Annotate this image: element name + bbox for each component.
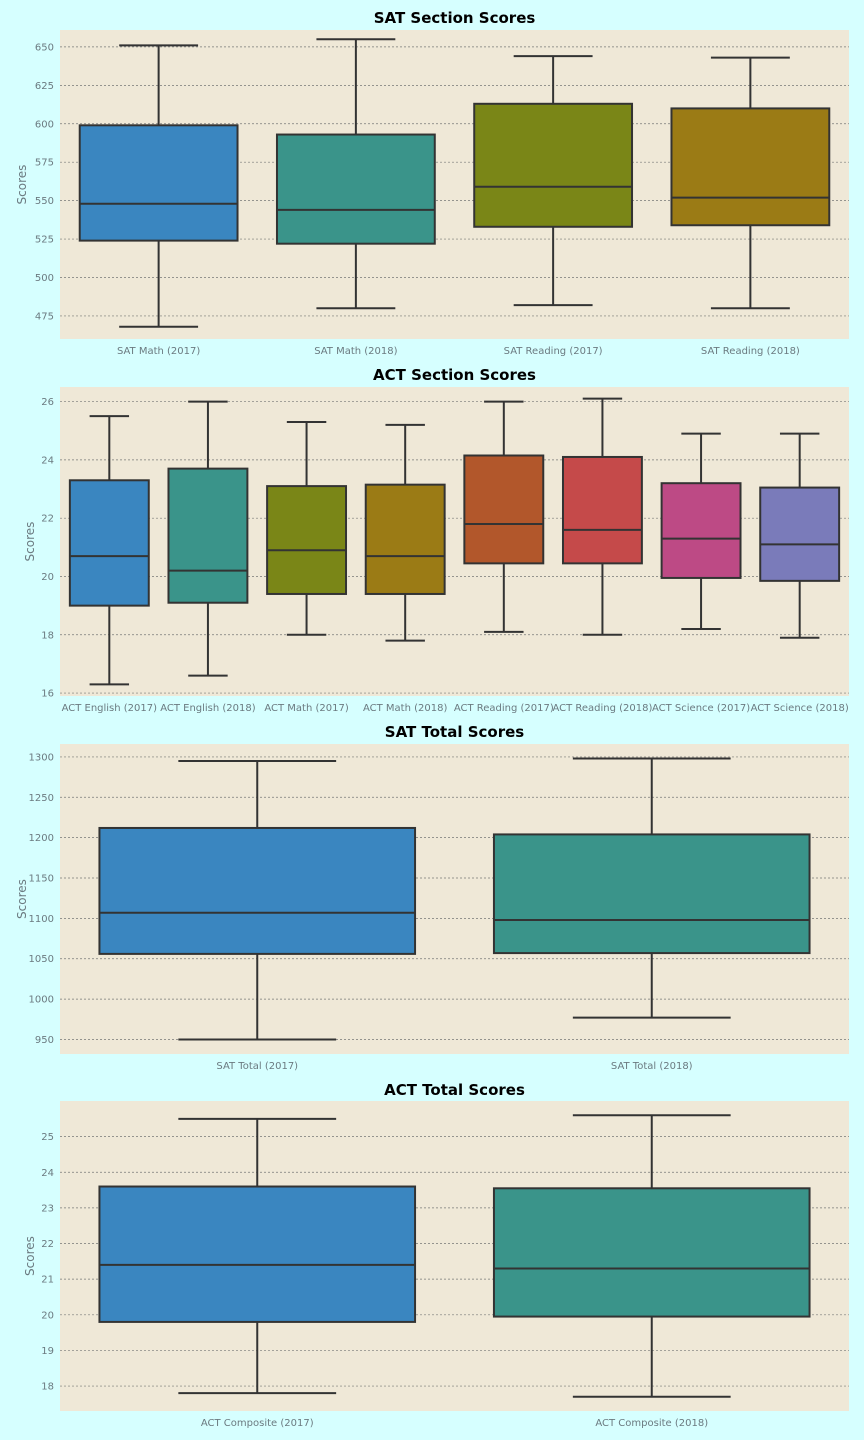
y-tick-label: 500 [35,273,54,284]
iqr-box [473,102,634,228]
box-series-6: ACT Reading (2018) [552,397,653,714]
x-tick-label: ACT Science (2017) [652,703,750,714]
chart-title: SAT Total Scores [385,723,524,741]
iqr-box [78,124,239,242]
y-tick-label: 21 [41,1275,54,1286]
iqr-box [561,455,643,565]
y-tick-label: 600 [35,119,54,130]
x-tick-label: ACT Reading (2018) [552,703,652,714]
y-tick-label: 24 [41,1168,54,1179]
iqr-box [167,467,249,604]
box-series-2: ACT Composite (2018) [492,1114,811,1429]
x-tick-label: SAT Math (2018) [314,346,397,357]
x-tick-label: SAT Math (2017) [117,346,200,357]
iqr-box [759,486,841,582]
y-tick-label: 19 [41,1346,54,1357]
iqr-box [275,133,436,245]
box-series-4: ACT Math (2018) [363,423,447,714]
chart-title: ACT Total Scores [384,1081,525,1099]
box-series-1: SAT Math (2017) [78,44,239,357]
x-tick-label: ACT Composite (2018) [595,1418,708,1429]
y-tick-label: 20 [41,1310,54,1321]
y-tick-label: 18 [41,630,54,641]
y-tick-label: 26 [41,397,54,408]
x-tick-label: ACT Reading (2017) [454,703,554,714]
x-tick-label: ACT English (2017) [62,703,158,714]
y-tick-label: 1300 [29,752,54,763]
box-series-8: ACT Science (2018) [751,432,849,714]
x-tick-label: SAT Reading (2018) [701,346,800,357]
y-axis-label: Scores [15,165,29,205]
y-tick-label: 24 [41,455,54,466]
y-tick-label: 525 [35,235,54,246]
x-tick-label: SAT Total (2018) [611,1061,693,1072]
y-tick-label: 1250 [29,793,54,804]
y-axis-label: Scores [15,879,29,919]
chart-panel-4: ACT Total Scores Scores 18 19 20 21 22 23 24 25 AC… [23,1081,849,1429]
chart-title: ACT Section Scores [373,366,536,384]
iqr-box [364,483,446,595]
box-series-2: ACT English (2018) [160,400,256,714]
y-tick-label: 950 [35,1035,54,1046]
y-tick-label: 650 [35,42,54,53]
box-series-3: SAT Reading (2017) [473,55,634,357]
box-series-2: SAT Total (2018) [492,757,811,1072]
iqr-box [660,482,742,579]
iqr-box [98,826,417,955]
y-tick-label: 1150 [29,874,54,885]
y-tick-label: 16 [41,689,54,700]
y-tick-label: 25 [41,1132,54,1143]
box-series-1: SAT Total (2017) [98,759,417,1072]
y-tick-label: 1000 [29,995,54,1006]
y-axis-label: Scores [23,1236,37,1276]
x-tick-label: SAT Reading (2017) [504,346,603,357]
y-tick-label: 550 [35,196,54,207]
y-tick-label: 475 [35,311,54,322]
chart-title: SAT Section Scores [374,9,536,27]
iqr-box [68,479,150,607]
box-series-2: SAT Math (2018) [275,38,436,357]
chart-panel-3: SAT Total Scores Scores 950 1000 1050 1100 115… [15,723,849,1072]
y-axis-label: Scores [23,522,37,562]
x-tick-label: ACT Science (2018) [751,703,849,714]
x-tick-label: ACT Composite (2017) [201,1418,314,1429]
iqr-box [670,107,831,227]
y-tick-label: 18 [41,1382,54,1393]
box-series-1: ACT English (2017) [62,415,158,714]
y-tick-label: 20 [41,572,54,583]
box-series-1: ACT Composite (2017) [98,1117,417,1429]
x-tick-label: SAT Total (2017) [216,1061,298,1072]
iqr-box [98,1185,417,1323]
y-tick-label: 23 [41,1203,54,1214]
chart-panel-1: SAT Section Scores Scores 475 500 525 550 575 6… [15,9,849,357]
iqr-box [463,454,545,565]
x-tick-label: ACT English (2018) [160,703,256,714]
iqr-box [492,833,811,955]
box-series-3: ACT Math (2017) [264,420,349,714]
chart-panel-2: ACT Section Scores Scores 16 18 20 22 24 26 ACT … [23,366,849,714]
y-tick-label: 1200 [29,833,54,844]
y-tick-label: 1100 [29,914,54,925]
box-series-4: SAT Reading (2018) [670,56,831,357]
y-tick-label: 575 [35,158,54,169]
x-tick-label: ACT Math (2017) [264,703,348,714]
y-tick-label: 22 [41,1239,54,1250]
iqr-box [492,1187,811,1318]
y-tick-label: 625 [35,81,54,92]
iqr-box [266,485,348,595]
y-tick-label: 22 [41,514,54,525]
box-series-7: ACT Science (2017) [652,432,750,714]
box-series-5: ACT Reading (2017) [454,400,554,714]
x-tick-label: ACT Math (2018) [363,703,447,714]
y-tick-label: 1050 [29,954,54,965]
